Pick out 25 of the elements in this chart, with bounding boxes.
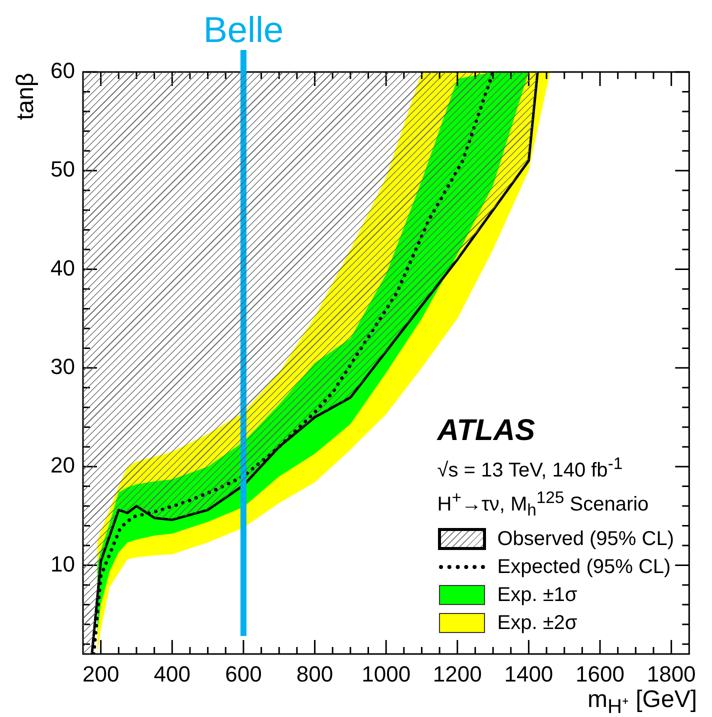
legend-label: Exp. ±1σ xyxy=(497,583,578,608)
x-tick-label: 1800 xyxy=(646,661,696,686)
x-tick-label: 1600 xyxy=(576,661,624,686)
annotation: √s = 13 TeV, 140 fb$^{-1}$ xyxy=(437,452,624,484)
x-tick-label: 400 xyxy=(154,661,190,686)
x-tick-label: 1400 xyxy=(504,661,554,686)
x-tick-label: 600 xyxy=(225,661,262,686)
x-tick-label: 800 xyxy=(296,661,334,686)
x-tick-label: 1200 xyxy=(432,661,482,686)
y-tick-label: 40 xyxy=(50,255,75,280)
annotation: H$^{+}$→τν, M$_{h}$$^{125}$ Scenario xyxy=(437,487,650,522)
y-tick-label: 60 xyxy=(50,58,75,84)
y-tick-label: 10 xyxy=(50,551,75,576)
x-tick-label: 1000 xyxy=(362,661,411,686)
annotation: ATLAS xyxy=(437,412,536,449)
y-axis-title: tanβ xyxy=(12,72,40,120)
x-axis-title: m$_{H⁺}$ [GeV] xyxy=(588,686,697,717)
x-tick-label: 200 xyxy=(82,661,120,686)
legend-label: Expected (95% CL) xyxy=(497,555,671,580)
y-tick-label: 20 xyxy=(50,452,75,478)
y-tick-label: 50 xyxy=(50,156,75,182)
legend-label: Observed (95% CL) xyxy=(497,527,674,552)
y-tick-label: 30 xyxy=(50,354,75,379)
legend-label: Exp. ±2σ xyxy=(497,611,578,636)
ref-line-label: Belle xyxy=(203,8,284,50)
